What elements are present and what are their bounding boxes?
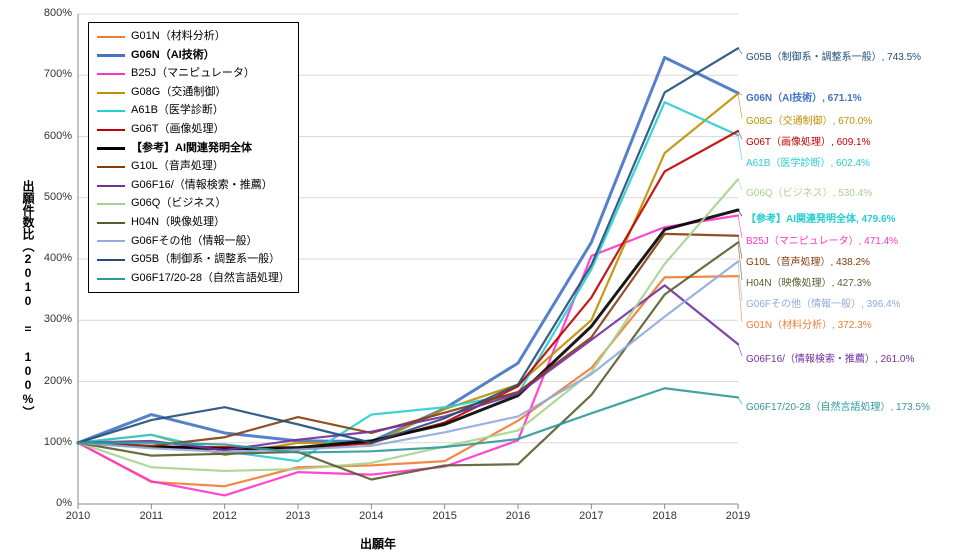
legend-item-a61b: A61B（医学診断） — [97, 102, 290, 120]
legend-item-b25j: B25J（マニピュレータ） — [97, 65, 290, 83]
legend-label: H04N（映像処理） — [131, 214, 225, 232]
x-tick: 2017 — [566, 510, 616, 522]
legend-label: G06Q（ビジネス） — [131, 195, 226, 213]
x-axis-title: 出願年 — [360, 535, 396, 552]
legend-item-g06f17: G06F17/20-28（自然言語処理） — [97, 270, 290, 288]
legend-marker — [97, 110, 125, 112]
legend-item-g01n: G01N（材料分析） — [97, 28, 290, 46]
y-tick: 700% — [0, 68, 72, 80]
y-tick: 800% — [0, 7, 72, 19]
end-label-g06t: G06T（画像処理）, 609.1% — [746, 133, 870, 148]
legend-marker — [97, 240, 125, 242]
legend-label: A61B（医学診断） — [131, 102, 224, 120]
end-label-g05b: G05B（制御系・調整系一般）, 743.5% — [746, 48, 921, 63]
end-label-g08g: G08G（交通制御）, 670.0% — [746, 112, 872, 127]
legend-item-g05b: G05B（制御系・調整系一般） — [97, 251, 290, 269]
end-label-h04n: H04N（映像処理）, 427.3% — [746, 274, 871, 289]
x-tick: 2018 — [640, 510, 690, 522]
legend-item-g06n: G06N（AI技術） — [97, 47, 290, 65]
legend-marker — [97, 73, 125, 75]
end-label-g06q: G06Q（ビジネス）, 530.4% — [746, 184, 872, 199]
legend-marker — [97, 259, 125, 261]
legend-marker — [97, 36, 125, 38]
x-tick: 2010 — [53, 510, 103, 522]
end-label-g01n: G01N（材料分析）, 372.3% — [746, 316, 872, 331]
legend-marker — [97, 185, 125, 187]
legend-marker — [97, 222, 125, 224]
legend-item-g08g: G08G（交通制御） — [97, 84, 290, 102]
x-tick: 2013 — [273, 510, 323, 522]
end-label-all: 【参考】AI関連発明全体, 479.6% — [746, 210, 895, 225]
legend-item-g06q: G06Q（ビジネス） — [97, 195, 290, 213]
chart-root: 0%100%200%300%400%500%600%700%800% 20102… — [0, 0, 956, 553]
y-axis-title: 出願件数比（2010 = 100%） — [20, 180, 37, 418]
legend-label: G06T（画像処理） — [131, 121, 225, 139]
end-label-a61b: A61B（医学診断）, 602.4% — [746, 154, 870, 169]
legend-label: 【参考】AI関連発明全体 — [131, 140, 252, 158]
x-tick: 2011 — [126, 510, 176, 522]
legend-item-all: 【参考】AI関連発明全体 — [97, 140, 290, 158]
legend-marker — [97, 129, 125, 131]
y-tick: 600% — [0, 130, 72, 142]
end-label-g06f17: G06F17/20-28（自然言語処理）, 173.5% — [746, 398, 930, 413]
legend-item-g06f16: G06F16/（情報検索・推薦） — [97, 177, 290, 195]
legend-label: G01N（材料分析） — [131, 28, 226, 46]
end-label-g06f16: G06F16/（情報検索・推薦）, 261.0% — [746, 350, 914, 365]
end-label-g06n: G06N（AI技術）, 671.1% — [746, 89, 862, 104]
end-label-b25j: B25J（マニピュレータ）, 471.4% — [746, 232, 898, 247]
end-label-g10l: G10L（音声処理）, 438.2% — [746, 253, 870, 268]
legend-marker — [97, 278, 125, 280]
x-tick: 2019 — [713, 510, 763, 522]
legend-item-g06fother: G06Fその他（情報一般） — [97, 233, 290, 251]
legend-label: G08G（交通制御） — [131, 84, 226, 102]
legend: G01N（材料分析）G06N（AI技術）B25J（マニピュレータ）G08G（交通… — [88, 22, 299, 293]
legend-item-g10l: G10L（音声処理） — [97, 158, 290, 176]
legend-item-h04n: H04N（映像処理） — [97, 214, 290, 232]
legend-marker — [97, 54, 125, 57]
legend-label: G06F17/20-28（自然言語処理） — [131, 270, 290, 288]
legend-marker — [97, 203, 125, 205]
x-tick: 2015 — [420, 510, 470, 522]
legend-marker — [97, 147, 125, 150]
legend-label: G06N（AI技術） — [131, 47, 215, 65]
legend-label: G05B（制御系・調整系一般） — [131, 251, 280, 269]
legend-label: G06F16/（情報検索・推薦） — [131, 177, 273, 195]
y-tick: 0% — [0, 497, 72, 509]
legend-label: B25J（マニピュレータ） — [131, 65, 255, 83]
legend-label: G10L（音声処理） — [131, 158, 224, 176]
legend-item-g06t: G06T（画像処理） — [97, 121, 290, 139]
end-label-g06fother: G06Fその他（情報一般）, 396.4% — [746, 295, 900, 310]
x-tick: 2014 — [346, 510, 396, 522]
legend-marker — [97, 166, 125, 168]
y-tick: 100% — [0, 436, 72, 448]
legend-marker — [97, 92, 125, 94]
legend-label: G06Fその他（情報一般） — [131, 233, 258, 251]
x-tick: 2016 — [493, 510, 543, 522]
x-tick: 2012 — [200, 510, 250, 522]
